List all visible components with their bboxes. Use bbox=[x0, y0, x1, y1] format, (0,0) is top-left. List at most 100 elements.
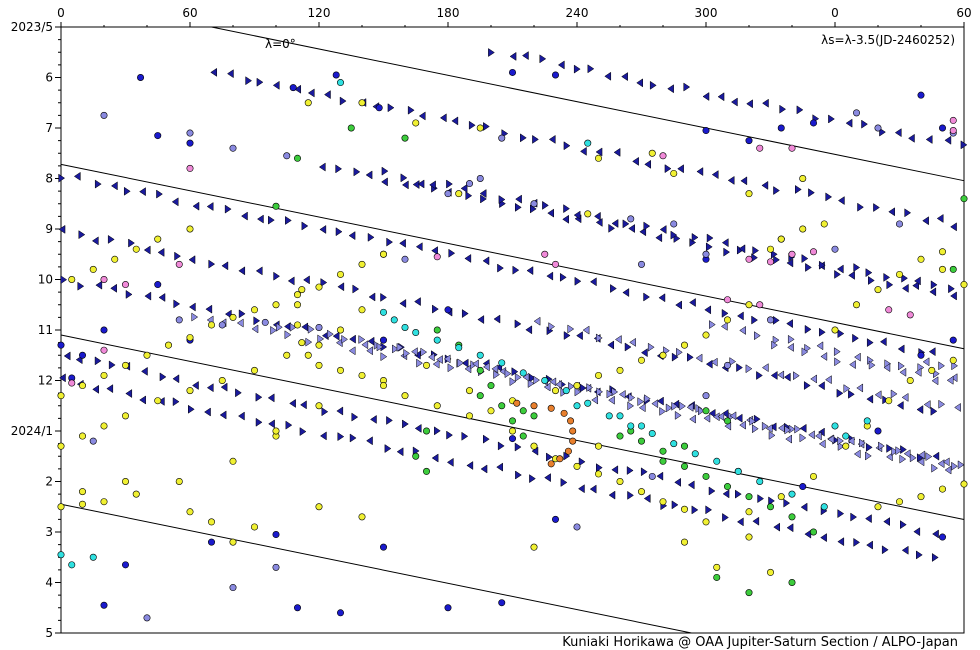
data-point bbox=[745, 190, 753, 198]
data-point bbox=[455, 344, 463, 352]
triangle-marker bbox=[92, 384, 99, 394]
data-point bbox=[89, 553, 97, 561]
data-point bbox=[788, 513, 796, 521]
data-point bbox=[938, 533, 946, 541]
data-point bbox=[519, 369, 527, 377]
data-point bbox=[519, 407, 527, 415]
data-point bbox=[57, 503, 65, 511]
data-point bbox=[713, 457, 721, 465]
triangle-marker bbox=[950, 373, 958, 383]
triangle-marker bbox=[686, 402, 694, 412]
triangle-marker bbox=[644, 394, 651, 404]
data-point bbox=[336, 609, 344, 617]
triangle-marker bbox=[580, 146, 587, 156]
data-point bbox=[422, 427, 430, 435]
data-point bbox=[143, 351, 151, 359]
triangle-marker bbox=[446, 457, 454, 467]
triangle-marker bbox=[549, 377, 557, 387]
triangle-marker bbox=[253, 316, 261, 326]
data-point bbox=[57, 442, 65, 450]
triangle-marker bbox=[358, 335, 366, 344]
data-point bbox=[885, 306, 893, 314]
triangle-marker bbox=[349, 334, 356, 344]
triangle-marker bbox=[721, 238, 729, 248]
data-point bbox=[616, 366, 624, 374]
triangle-marker bbox=[367, 336, 375, 346]
triangle-marker bbox=[825, 375, 832, 385]
data-point bbox=[476, 366, 484, 374]
triangle-marker bbox=[255, 417, 263, 427]
data-point bbox=[702, 518, 710, 526]
data-point bbox=[498, 359, 506, 367]
triangle-marker bbox=[695, 353, 703, 363]
triangle-marker bbox=[245, 76, 253, 86]
triangle-marker bbox=[332, 331, 340, 341]
data-point bbox=[79, 488, 87, 496]
triangle-marker bbox=[412, 180, 420, 190]
triangle-marker bbox=[418, 111, 426, 121]
data-point bbox=[186, 225, 194, 233]
data-point bbox=[358, 260, 366, 268]
data-point bbox=[358, 371, 366, 379]
triangle-marker bbox=[171, 197, 179, 207]
triangle-marker bbox=[303, 275, 310, 285]
data-point bbox=[831, 245, 839, 253]
data-point bbox=[569, 427, 577, 435]
y-tick-label: 2023/5 bbox=[11, 20, 53, 34]
triangle-marker bbox=[903, 449, 911, 459]
triangle-marker bbox=[866, 540, 873, 550]
triangle-marker bbox=[930, 406, 938, 416]
dot-markers bbox=[57, 68, 968, 622]
data-point bbox=[702, 407, 710, 415]
triangle-marker bbox=[752, 516, 760, 526]
data-point bbox=[928, 366, 936, 374]
x-tick-label: 180 bbox=[437, 6, 460, 20]
triangle-marker bbox=[786, 319, 793, 329]
triangle-marker bbox=[865, 514, 872, 524]
triangle-marker bbox=[95, 280, 103, 290]
triangle-marker bbox=[901, 392, 909, 402]
data-point bbox=[842, 432, 850, 440]
triangle-marker bbox=[307, 324, 315, 334]
triangle-marker bbox=[865, 268, 873, 278]
triangle-marker bbox=[555, 380, 563, 389]
data-point bbox=[293, 604, 301, 612]
data-point bbox=[852, 301, 860, 309]
triangle-marker bbox=[899, 367, 907, 377]
triangle-marker bbox=[596, 463, 603, 473]
triangle-marker bbox=[929, 287, 937, 297]
triangle-marker bbox=[339, 96, 347, 106]
data-point bbox=[949, 265, 957, 273]
data-point bbox=[208, 538, 216, 546]
triangle-marker bbox=[272, 80, 280, 90]
triangle-marker bbox=[745, 364, 753, 374]
triangle-marker bbox=[483, 122, 490, 131]
triangle-marker bbox=[665, 403, 673, 413]
y-tick-label: 12 bbox=[38, 374, 53, 388]
triangle-marker bbox=[396, 447, 404, 457]
data-point bbox=[57, 392, 65, 400]
y-tick-label: 6 bbox=[45, 71, 53, 85]
triangle-marker bbox=[491, 364, 499, 374]
triangle-marker bbox=[799, 423, 807, 433]
triangle-marker bbox=[739, 420, 746, 430]
data-point bbox=[508, 427, 516, 435]
triangle-marker bbox=[448, 248, 456, 258]
triangle-marker bbox=[853, 263, 861, 272]
triangle-marker bbox=[820, 533, 827, 543]
data-point bbox=[444, 190, 452, 198]
triangle-marker bbox=[515, 470, 522, 480]
data-point bbox=[100, 371, 108, 379]
triangle-marker bbox=[337, 282, 345, 292]
data-point bbox=[616, 412, 624, 420]
triangle-marker bbox=[679, 401, 686, 411]
triangle-marker bbox=[320, 278, 328, 287]
data-point bbox=[745, 508, 753, 516]
data-point bbox=[508, 435, 516, 443]
triangle-marker bbox=[58, 173, 66, 183]
reference-line bbox=[60, 334, 965, 520]
data-point bbox=[347, 124, 355, 132]
triangle-marker bbox=[472, 359, 479, 369]
data-point bbox=[315, 341, 323, 349]
data-point bbox=[315, 402, 323, 410]
